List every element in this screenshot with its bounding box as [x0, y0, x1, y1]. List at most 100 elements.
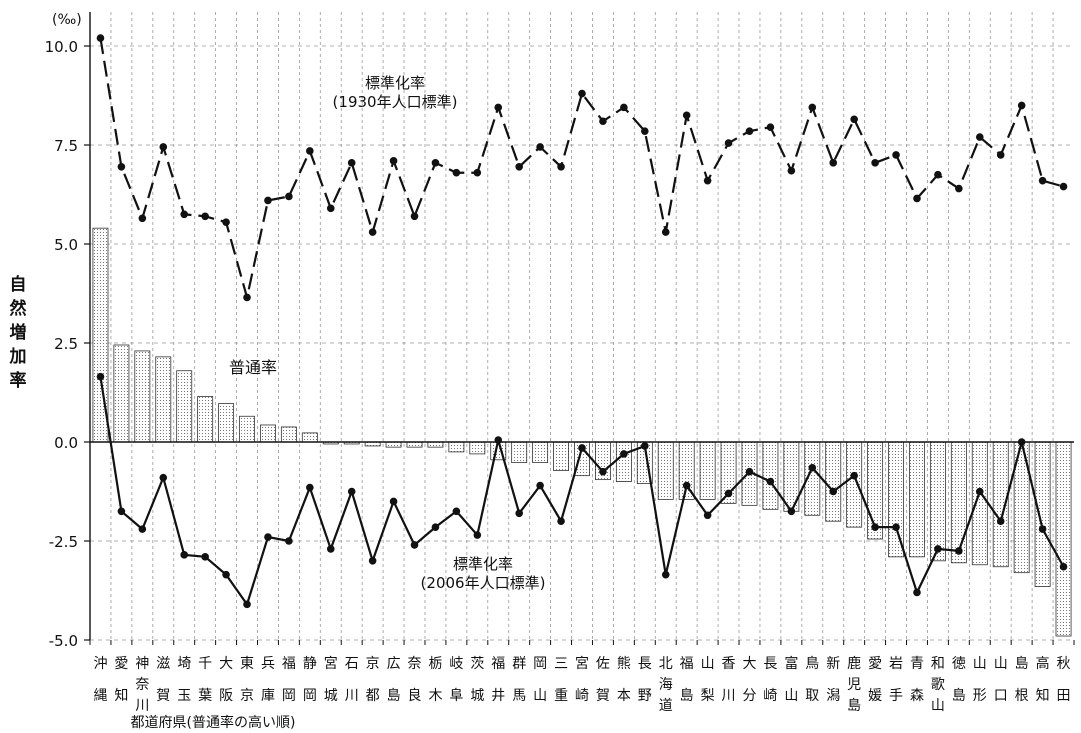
x-tick-label: 千 [198, 656, 212, 672]
x-tick-label: 田 [1057, 688, 1071, 704]
point-2006 [536, 481, 544, 490]
x-tick-label: 岡 [303, 688, 317, 704]
x-tick-label: 茨 [470, 656, 484, 672]
x-tick-label: 青 [910, 656, 924, 672]
y-axis-label-char: 率 [9, 371, 27, 391]
bar [280, 426, 297, 443]
x-tick-label: 京 [240, 688, 254, 704]
x-tick-label: 阪 [219, 688, 233, 704]
x-tick-label: 崎 [763, 688, 777, 704]
x-tick-label: 川 [722, 688, 736, 704]
x-tick-label: 都 [366, 688, 380, 704]
x-tick-label: 崎 [575, 688, 589, 704]
point-2006 [410, 541, 419, 549]
x-tick-label: 三 [554, 656, 568, 672]
point-2006 [850, 471, 858, 480]
x-tick-label: 鹿 [847, 655, 861, 672]
point-1930 [934, 170, 942, 179]
point-1930 [410, 212, 419, 221]
bar [929, 441, 946, 562]
x-tick-label: 福 [680, 656, 694, 672]
y-tick-label: 0.0 [54, 434, 78, 452]
point-1930 [306, 147, 314, 155]
series-line-1930 [99, 37, 1064, 298]
point-1930 [892, 151, 900, 159]
series-label-2006: 標準化率 [453, 555, 513, 573]
point-1930 [1017, 101, 1026, 110]
x-tick-label: 和 [931, 656, 945, 672]
x-tick-label: 奈 [408, 656, 422, 672]
point-2006 [494, 436, 503, 444]
point-2006 [306, 483, 314, 492]
point-1930 [452, 168, 461, 177]
bar [385, 441, 402, 448]
x-tick-label: 賀 [596, 688, 610, 704]
y-tick-label: -2.5 [49, 533, 78, 551]
x-tick-label: 島 [680, 688, 694, 704]
x-tick-label: 井 [491, 688, 505, 704]
point-1930 [808, 103, 817, 112]
point-2006 [745, 467, 754, 476]
point-1930 [975, 133, 984, 141]
x-tick-label: 滋 [156, 656, 170, 672]
x-tick-label: 川 [345, 688, 359, 704]
x-tick-label: 兵 [261, 656, 275, 672]
x-tick-label: 広 [387, 656, 401, 672]
x-tick-label: 岩 [889, 656, 903, 672]
bar [699, 441, 716, 500]
point-1930 [557, 162, 565, 171]
point-1930 [1059, 182, 1068, 191]
point-2006 [808, 463, 817, 472]
point-1930 [829, 159, 838, 167]
point-2006 [892, 523, 900, 531]
y-axis-label-char: 自 [9, 275, 27, 295]
bar [888, 441, 904, 558]
point-2006 [326, 545, 335, 553]
point-1930 [347, 159, 356, 167]
x-tick-label: 静 [303, 656, 317, 672]
point-1930 [515, 162, 523, 171]
point-1930 [159, 143, 168, 151]
x-tick-label: 岡 [282, 688, 296, 704]
point-1930 [243, 293, 251, 302]
point-2006 [913, 588, 921, 597]
x-tick-label: 福 [282, 656, 296, 672]
point-2006 [431, 523, 440, 531]
point-2006 [117, 507, 126, 516]
point-1930 [431, 159, 440, 167]
point-1930 [222, 218, 230, 227]
point-1930 [599, 117, 607, 126]
bar [427, 441, 444, 448]
x-tick-label: 木 [428, 688, 442, 704]
x-tick-label: 神 [135, 656, 149, 672]
x-tick-label: 岐 [449, 656, 463, 672]
x-tick-label: 愛 [114, 656, 128, 672]
point-1930 [850, 115, 858, 124]
bar [657, 441, 674, 500]
bar [176, 370, 193, 443]
series-label-2006: (2006年人口標準) [421, 574, 546, 592]
point-1930 [996, 151, 1005, 159]
x-tick-label: 根 [1015, 688, 1029, 704]
x-tick-label: 山 [784, 688, 798, 704]
point-2006 [975, 487, 984, 496]
bar [469, 441, 486, 455]
bar [260, 424, 276, 443]
x-tick-label: 山 [994, 656, 1008, 672]
point-2006 [641, 442, 649, 450]
x-tick-label: 愛 [868, 656, 882, 672]
point-2006 [682, 481, 691, 490]
bar [1055, 441, 1072, 637]
point-1930 [368, 228, 377, 236]
bar [846, 441, 863, 528]
x-tick-label: 梨 [701, 688, 715, 704]
point-1930 [661, 228, 670, 236]
x-tick-label: 島 [1015, 656, 1029, 672]
point-2006 [473, 531, 482, 539]
point-2006 [222, 570, 230, 579]
bar [448, 441, 465, 453]
point-2006 [599, 467, 607, 476]
x-tick-label: 大 [219, 656, 233, 672]
y-tick-label: 2.5 [54, 335, 78, 353]
series-label-1930: 標準化率 [365, 74, 425, 92]
